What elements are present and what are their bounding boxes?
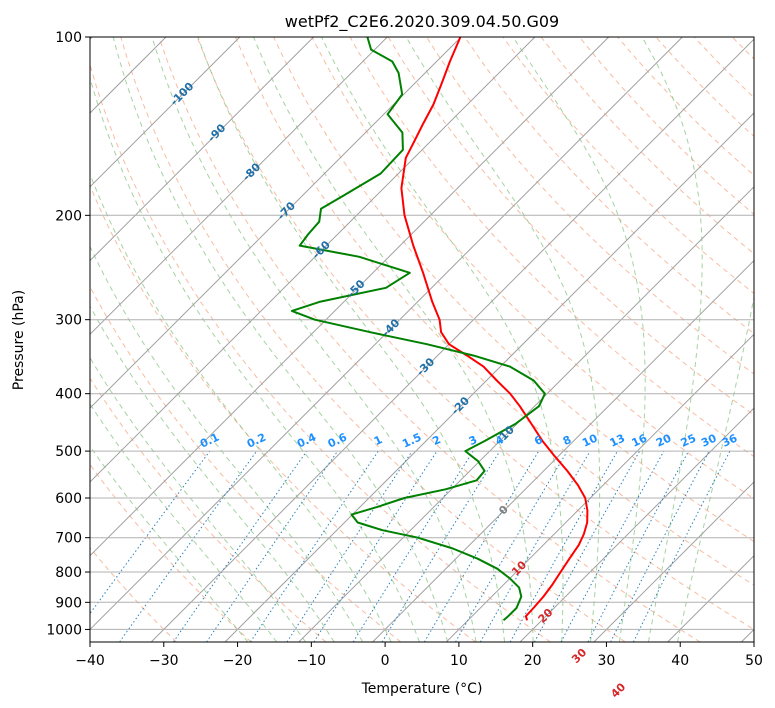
mixing-ratio-label: 36 — [720, 431, 740, 449]
dry-adiabat — [502, 37, 754, 295]
isotherm — [593, 481, 754, 642]
x-tick-label: 30 — [598, 653, 616, 669]
moist-adiabat — [90, 172, 392, 642]
mixing-ratio-label: 30 — [699, 431, 719, 449]
moist-adiabat — [90, 356, 306, 642]
moist-adiabats — [90, 37, 754, 642]
profile-lines — [290, 37, 589, 622]
temperature-line — [400, 37, 589, 621]
x-tick-label: 10 — [450, 653, 468, 669]
mixing-ratio-line — [632, 450, 731, 642]
x-tick-label: 20 — [524, 653, 542, 669]
y-tick-label: 1000 — [46, 622, 82, 638]
plot-area — [90, 37, 754, 642]
x-tick-label: −10 — [297, 653, 327, 669]
isotherm — [224, 112, 754, 642]
mixing-ratio-label: 25 — [679, 432, 698, 450]
dry-adiabat — [196, 37, 754, 630]
isotherm — [90, 37, 610, 557]
mixing-ratio-label: 10 — [580, 431, 600, 449]
isotherm — [150, 38, 754, 642]
mixing-ratio-line — [250, 450, 379, 642]
dry-adiabat — [158, 37, 701, 642]
x-axis: −40 −30 −20 −10 0 10 20 30 40 50 — [75, 642, 763, 669]
y-tick-label: 200 — [55, 208, 82, 224]
mixing-ratio-label: 16 — [630, 431, 650, 449]
y-tick-label: 600 — [55, 491, 82, 507]
y-tick-label: 900 — [55, 595, 82, 611]
chart-title: wetPf2_C2E6.2020.309.04.50.G09 — [285, 12, 559, 32]
moist-adiabat — [90, 403, 278, 642]
dewpoint-line — [290, 37, 546, 622]
mixing-ratio-line — [286, 450, 413, 642]
x-tick-label: −20 — [223, 653, 253, 669]
isotherm — [90, 37, 462, 409]
dry-adiabat — [90, 547, 177, 642]
y-tick-label: 700 — [55, 531, 82, 547]
mixing-ratio-line — [119, 450, 258, 642]
moist-adiabat — [90, 75, 420, 642]
moist-adiabat — [197, 37, 506, 642]
y-tick-label: 400 — [55, 387, 82, 403]
moist-adiabat — [321, 37, 564, 642]
mixing-ratio-line — [560, 450, 665, 642]
dry-adiabat — [234, 37, 754, 586]
mixing-ratio-line — [381, 450, 501, 642]
moist-adiabat — [253, 37, 534, 642]
mixing-ratio-line — [90, 450, 211, 615]
moist-adiabat — [512, 37, 646, 642]
isotherm — [298, 186, 754, 642]
isotherm — [90, 37, 388, 336]
moist-adiabat — [151, 37, 477, 642]
dry-adiabat — [90, 63, 551, 642]
mixing-ratio-line — [533, 450, 641, 642]
moist-adiabat — [405, 37, 601, 642]
plot-frame — [89, 36, 755, 643]
x-tick-label: −30 — [149, 653, 179, 669]
x-tick-label: 0 — [381, 653, 390, 669]
x-tick-label: −40 — [75, 653, 105, 669]
dry-adiabats — [90, 37, 754, 642]
isotherm — [90, 37, 683, 631]
moist-adiabat — [90, 445, 249, 642]
y-axis: 100 200 300 400 500 600 700 800 900 1000 — [46, 30, 90, 638]
x-axis-title: Temperature (°C) — [361, 681, 483, 697]
dry-adiabat — [90, 377, 327, 642]
x-tick-label: 50 — [745, 653, 763, 669]
y-tick-label: 100 — [55, 30, 82, 46]
dry-adiabat — [90, 184, 476, 642]
mixing-ratio-line — [509, 450, 618, 642]
moist-adiabat — [90, 245, 364, 642]
mixing-ratio-line — [206, 450, 339, 642]
moist-adiabat — [641, 37, 703, 642]
isotherm — [519, 407, 754, 642]
mixing-ratio-label: 20 — [654, 431, 674, 449]
mixing-ratio-label: 13 — [608, 432, 627, 450]
y-tick-label: 300 — [55, 313, 82, 329]
dry-adiabat — [387, 37, 754, 416]
y-tick-label: 500 — [55, 444, 82, 460]
y-axis-title: Pressure (hPa) — [11, 290, 27, 390]
isotherm — [90, 37, 536, 483]
x-tick-label: 40 — [671, 653, 689, 669]
dry-adiabat — [349, 37, 754, 458]
moist-adiabat — [112, 37, 449, 642]
isotherm — [445, 333, 754, 642]
isotherm — [372, 259, 754, 642]
isotherm — [90, 37, 314, 262]
mixing-ratio-line — [313, 450, 438, 642]
isotherms — [90, 37, 754, 642]
dry-adiabat — [464, 37, 754, 335]
mixing-ratio-line — [172, 450, 308, 642]
y-tick-label: 800 — [55, 565, 82, 581]
mixing-ratio-lines — [90, 450, 731, 642]
isotherm — [90, 37, 241, 188]
